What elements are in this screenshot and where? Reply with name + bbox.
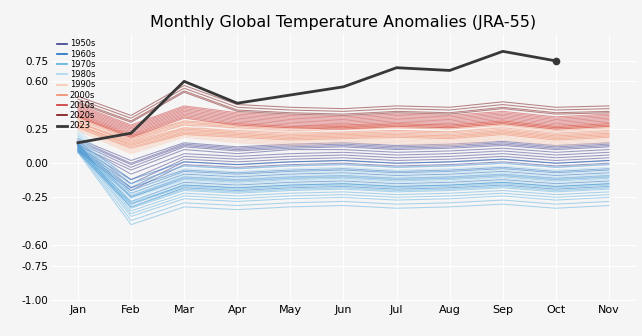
Legend: 1950s, 1960s, 1970s, 1980s, 1990s, 2000s, 2010s, 2020s, 2023: 1950s, 1960s, 1970s, 1980s, 1990s, 2000s… <box>55 38 97 132</box>
Title: Monthly Global Temperature Anomalies (JRA-55): Monthly Global Temperature Anomalies (JR… <box>150 15 537 30</box>
